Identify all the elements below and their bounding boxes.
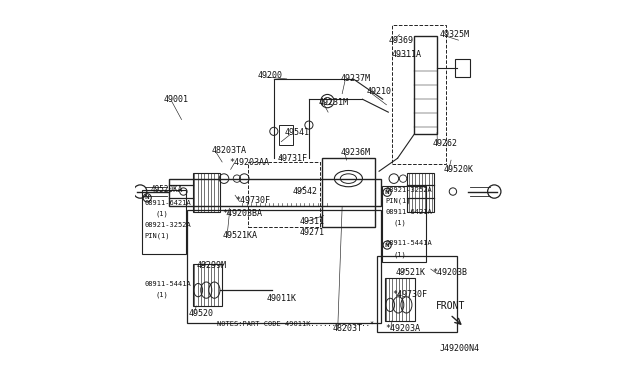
Text: 49299M: 49299M (196, 261, 227, 270)
Text: FRONT: FRONT (436, 301, 466, 311)
Text: 49001: 49001 (163, 95, 188, 104)
Text: 49311A: 49311A (392, 51, 422, 60)
Text: 08921-3252A: 08921-3252A (386, 187, 433, 193)
Text: 49542: 49542 (292, 187, 317, 196)
Bar (168, 179, 381, 206)
Text: 08921-3252A: 08921-3252A (145, 222, 191, 228)
Text: 49520KA: 49520KA (151, 185, 183, 194)
Bar (414, 36, 437, 134)
Text: *49203AA: *49203AA (230, 157, 269, 167)
Text: 49520K: 49520K (444, 165, 474, 174)
Bar (382, 186, 426, 262)
Text: 08911-6421A: 08911-6421A (386, 209, 433, 215)
Text: PIN(1): PIN(1) (386, 198, 412, 204)
Text: 49011K: 49011K (266, 294, 296, 303)
Text: 49369: 49369 (388, 36, 413, 45)
Text: NOTES:PART CODE 49011K..............*: NOTES:PART CODE 49011K..............* (216, 321, 374, 327)
Bar (377, 256, 456, 332)
Bar (385, 278, 415, 321)
Text: 48203TA: 48203TA (211, 147, 246, 155)
Text: 49311: 49311 (300, 217, 324, 225)
Text: J49200N4: J49200N4 (440, 344, 480, 353)
Text: 49541: 49541 (285, 128, 310, 137)
Text: 49236M: 49236M (340, 148, 371, 157)
Text: *49203A: *49203A (386, 324, 420, 333)
Bar (142, 190, 186, 254)
Bar (392, 25, 445, 164)
Bar (278, 125, 292, 145)
Text: (1): (1) (156, 211, 168, 217)
Text: *49730F: *49730F (235, 196, 270, 205)
Text: 49210: 49210 (366, 87, 391, 96)
Text: 49231M: 49231M (318, 99, 348, 108)
Text: 08911-5441A: 08911-5441A (145, 281, 191, 287)
Text: 48203T: 48203T (333, 324, 363, 333)
Text: (1): (1) (156, 292, 168, 298)
Text: (1): (1) (393, 220, 406, 226)
Text: 49200: 49200 (257, 71, 282, 80)
Text: *49730F: *49730F (392, 291, 427, 299)
Text: 49262: 49262 (433, 139, 458, 148)
Text: N: N (145, 195, 150, 200)
Text: 08911-6421A: 08911-6421A (145, 200, 191, 206)
Text: 49731F: 49731F (278, 154, 308, 163)
Text: 08911-5441A: 08911-5441A (386, 240, 433, 246)
Text: 49521K: 49521K (396, 268, 426, 277)
Text: 49521KA: 49521KA (222, 231, 257, 240)
Bar (193, 263, 222, 306)
Text: *49203B: *49203B (433, 268, 468, 277)
Text: 49520: 49520 (189, 309, 214, 318)
Text: 49271: 49271 (300, 228, 324, 237)
Text: PIN(1): PIN(1) (145, 232, 170, 239)
Text: (1): (1) (393, 251, 406, 257)
Bar (187, 210, 381, 323)
Text: 49237M: 49237M (340, 74, 371, 83)
Text: 49325M: 49325M (440, 30, 470, 39)
Text: *49203BA: *49203BA (222, 209, 262, 218)
Bar (248, 162, 320, 227)
Bar (322, 158, 376, 227)
Text: N: N (385, 190, 390, 195)
Bar (455, 60, 470, 77)
Bar (193, 173, 220, 212)
Text: N: N (385, 243, 390, 248)
Bar (407, 173, 435, 212)
